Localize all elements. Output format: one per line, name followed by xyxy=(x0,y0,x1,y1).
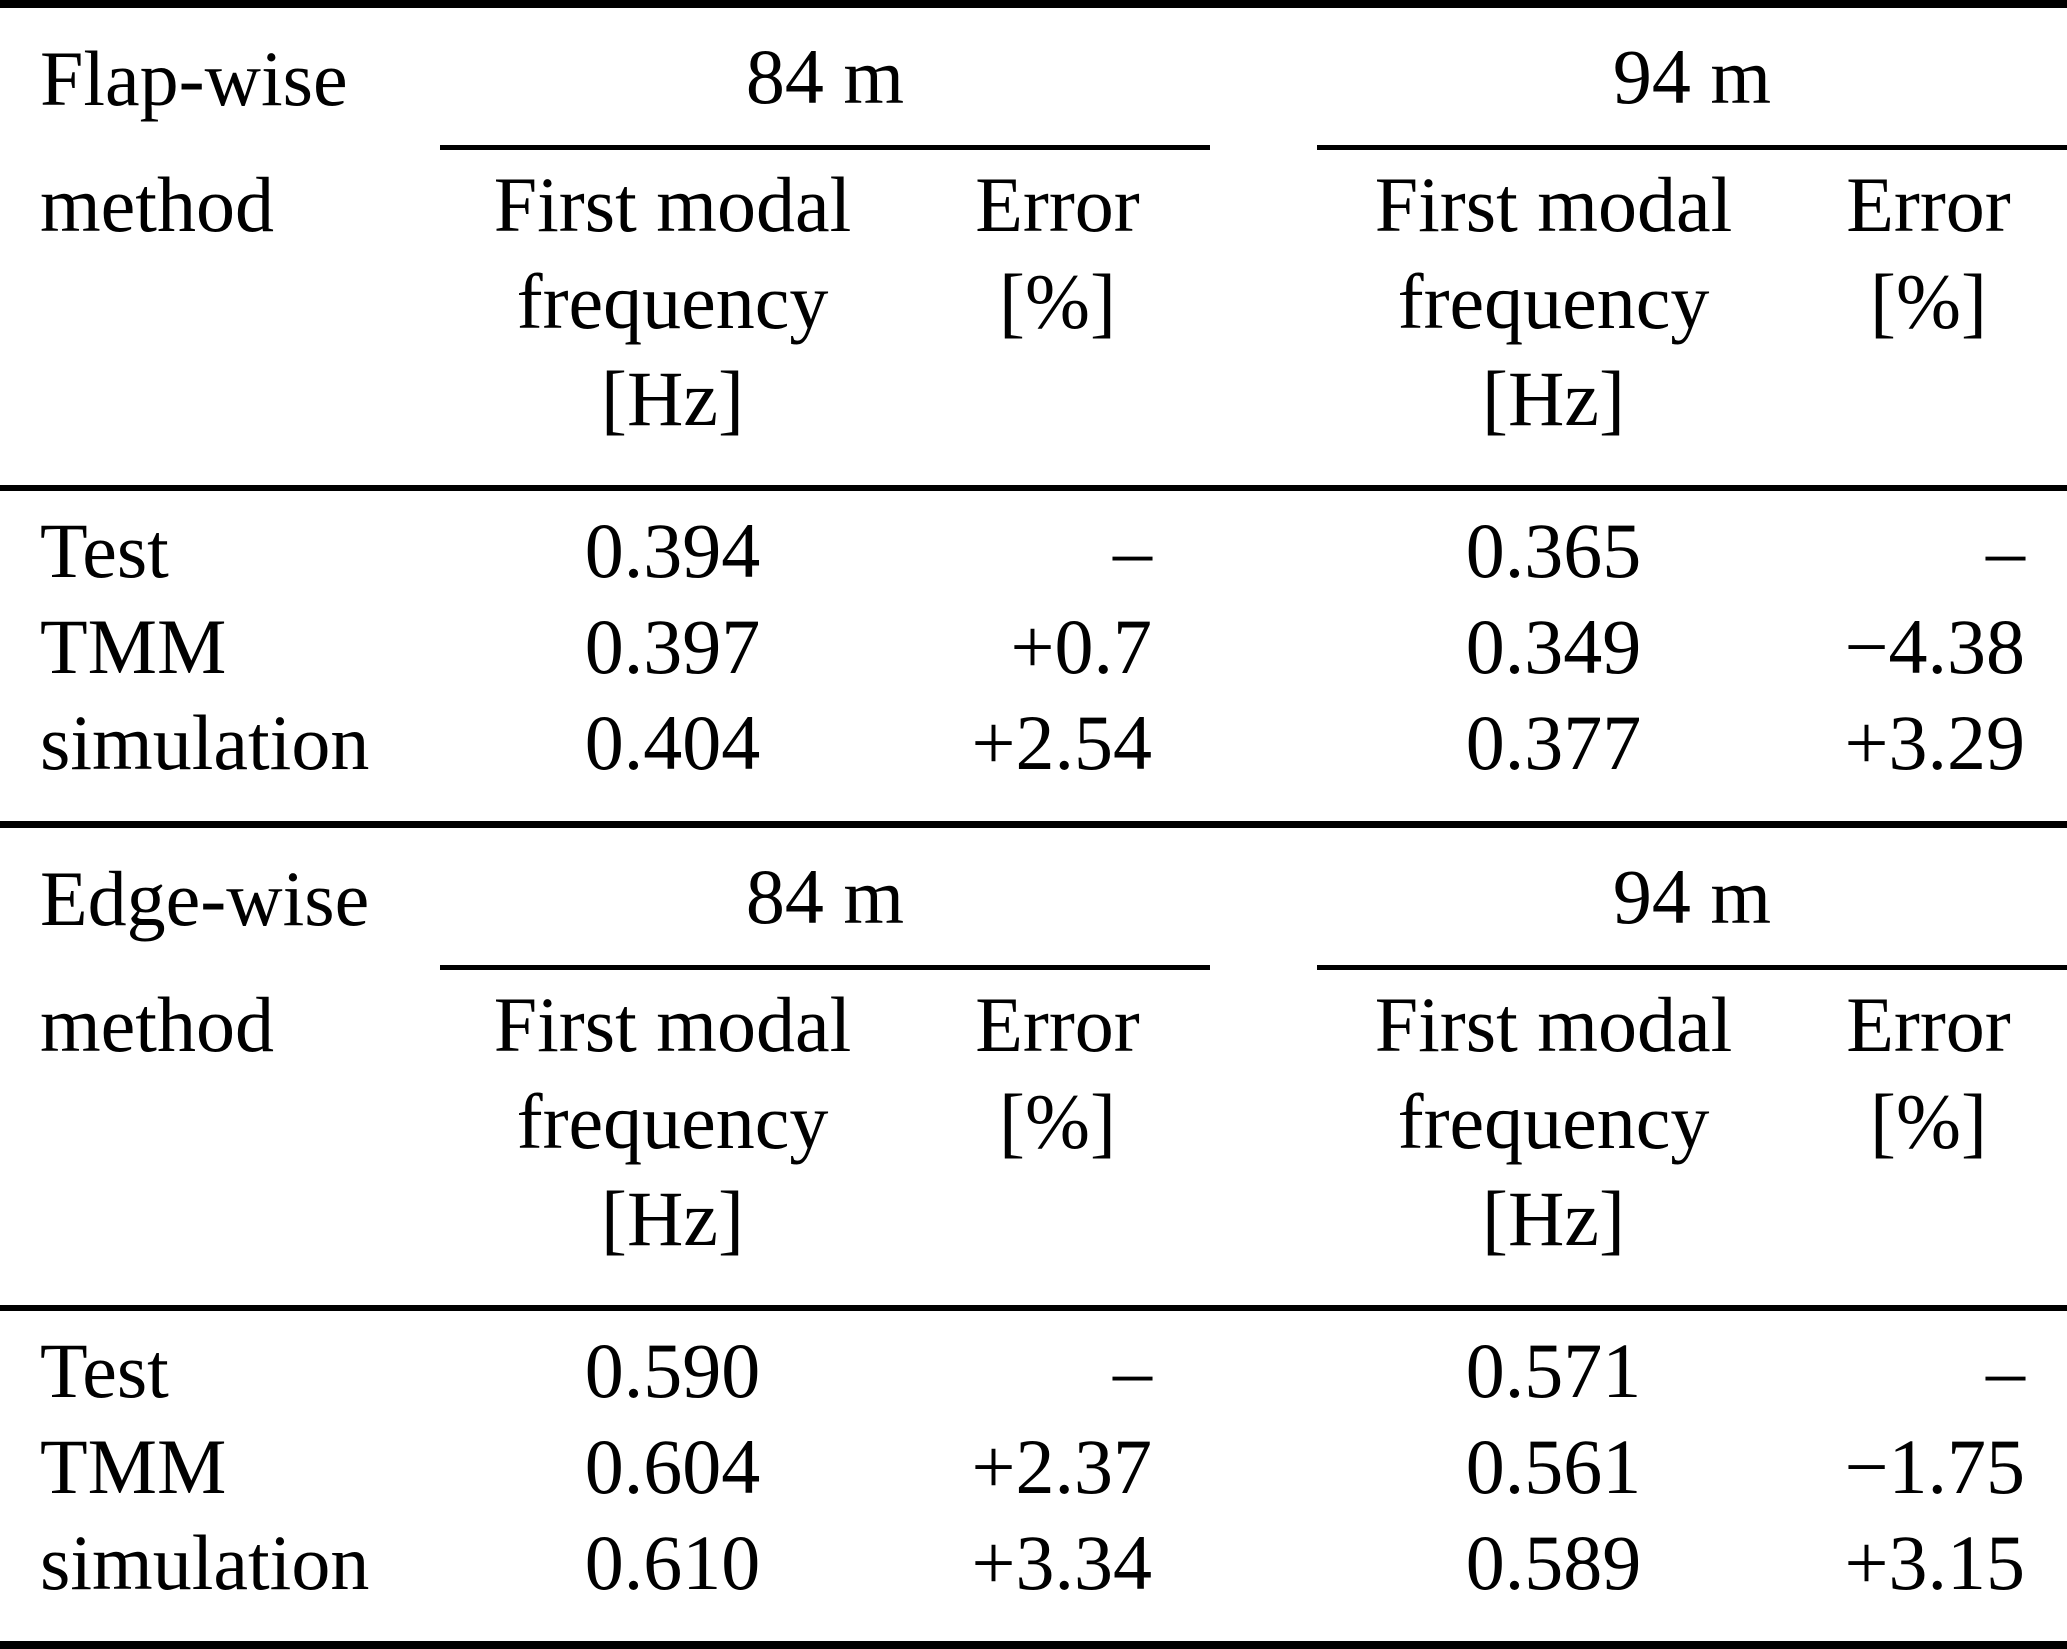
section-flap-wise: Flap-wise 84 m 94 m method First modal f… xyxy=(0,8,2067,821)
error-header-line: [%] xyxy=(1870,258,1987,345)
method-cell: Test xyxy=(40,1327,169,1414)
freq-header-line: frequency xyxy=(516,1078,829,1165)
freq-header-line: [Hz] xyxy=(1482,355,1625,442)
freq-header-line: First modal xyxy=(1374,161,1733,248)
freq-header-line: First modal xyxy=(493,981,852,1068)
group-header-84m-label: 84 m xyxy=(745,32,905,120)
flap-wise-column-header-row: method First modal frequency [Hz] Error … xyxy=(0,150,2067,491)
table-row: simulation 0.610 +3.34 0.589 +3.15 xyxy=(0,1515,2067,1611)
section-divider-rule xyxy=(0,821,2067,828)
edge-wise-data-rows: Test 0.590 – 0.571 – TMM 0.604 +2.37 0.5… xyxy=(0,1311,2067,1641)
group-gap xyxy=(1210,828,1317,970)
freq-84m-cell: 0.604 xyxy=(584,1423,761,1510)
group-gap xyxy=(1210,1419,1317,1515)
group-gap xyxy=(1210,1323,1317,1419)
group-header-94m: 94 m xyxy=(1317,8,2067,150)
error-header-line: Error xyxy=(975,161,1140,248)
error-84m-cell: +0.7 xyxy=(1010,603,1153,690)
column-header-freq-94m: First modal frequency [Hz] xyxy=(1317,156,1790,485)
column-header-freq-84m: First modal frequency [Hz] xyxy=(440,976,905,1305)
freq-header-line: [Hz] xyxy=(1482,1175,1625,1262)
group-gap xyxy=(1210,599,1317,695)
method-cell: TMM xyxy=(40,1423,227,1510)
method-cell: TMM xyxy=(40,603,227,690)
method-cell: simulation xyxy=(40,1519,370,1606)
method-cell: Test xyxy=(40,507,169,594)
freq-94m-cell: 0.377 xyxy=(1465,699,1642,786)
freq-header-line: First modal xyxy=(493,161,852,248)
freq-94m-cell: 0.589 xyxy=(1465,1519,1642,1606)
freq-header-line: frequency xyxy=(516,258,829,345)
group-gap xyxy=(1210,976,1317,1305)
column-header-error-84m: Error [%] xyxy=(905,156,1210,485)
freq-header-line: frequency xyxy=(1397,258,1710,345)
freq-header-line: [Hz] xyxy=(601,355,744,442)
group-header-94m-label: 94 m xyxy=(1612,32,1772,120)
error-header-line: [%] xyxy=(999,1078,1116,1165)
freq-84m-cell: 0.610 xyxy=(584,1519,761,1606)
table-row: TMM 0.397 +0.7 0.349 −4.38 xyxy=(0,599,2067,695)
group-header-94m: 94 m xyxy=(1317,828,2067,970)
flap-wise-data-rows: Test 0.394 – 0.365 – TMM 0.397 +0.7 0.34… xyxy=(0,491,2067,821)
freq-94m-cell: 0.365 xyxy=(1465,507,1642,594)
column-header-method: method xyxy=(40,981,274,1068)
method-cell: simulation xyxy=(40,699,370,786)
edge-wise-column-header-row: method First modal frequency [Hz] Error … xyxy=(0,970,2067,1311)
section-title-flap-wise: Flap-wise xyxy=(40,35,348,122)
freq-94m-cell: 0.561 xyxy=(1465,1423,1642,1510)
column-header-method: method xyxy=(40,161,274,248)
table-row: Test 0.590 – 0.571 – xyxy=(0,1323,2067,1419)
error-84m-cell: +2.37 xyxy=(971,1423,1153,1510)
error-94m-cell: – xyxy=(1986,1327,2025,1414)
freq-header-line: frequency xyxy=(1397,1078,1710,1165)
error-94m-cell: +3.15 xyxy=(1844,1519,2026,1606)
error-84m-cell: +2.54 xyxy=(971,699,1153,786)
column-header-error-84m: Error [%] xyxy=(905,976,1210,1305)
column-header-error-94m: Error [%] xyxy=(1790,156,2067,485)
error-header-line: [%] xyxy=(999,258,1116,345)
group-header-84m: 84 m xyxy=(440,8,1210,150)
freq-94m-cell: 0.349 xyxy=(1465,603,1642,690)
group-gap xyxy=(1210,1515,1317,1611)
group-gap xyxy=(1210,503,1317,599)
table-row: TMM 0.604 +2.37 0.561 −1.75 xyxy=(0,1419,2067,1515)
group-gap xyxy=(1210,8,1317,150)
error-94m-cell: +3.29 xyxy=(1844,699,2026,786)
error-94m-cell: −1.75 xyxy=(1844,1423,2026,1510)
error-94m-cell: – xyxy=(1986,507,2025,594)
error-header-line: Error xyxy=(1846,981,2011,1068)
group-gap xyxy=(1210,156,1317,485)
flap-wise-spanner-row: Flap-wise 84 m 94 m xyxy=(0,8,2067,150)
table-row: simulation 0.404 +2.54 0.377 +3.29 xyxy=(0,695,2067,791)
group-header-84m: 84 m xyxy=(440,828,1210,970)
freq-84m-cell: 0.394 xyxy=(584,507,761,594)
freq-84m-cell: 0.590 xyxy=(584,1327,761,1414)
freq-84m-cell: 0.404 xyxy=(584,699,761,786)
error-84m-cell: +3.34 xyxy=(971,1519,1153,1606)
group-header-84m-label: 84 m xyxy=(745,852,905,940)
group-header-94m-label: 94 m xyxy=(1612,852,1772,940)
edge-wise-spanner-row: Edge-wise 84 m 94 m xyxy=(0,828,2067,970)
error-header-line: [%] xyxy=(1870,1078,1987,1165)
error-84m-cell: – xyxy=(1113,1327,1152,1414)
freq-84m-cell: 0.397 xyxy=(584,603,761,690)
error-84m-cell: – xyxy=(1113,507,1152,594)
column-header-freq-94m: First modal frequency [Hz] xyxy=(1317,976,1790,1305)
column-header-freq-84m: First modal frequency [Hz] xyxy=(440,156,905,485)
group-gap xyxy=(1210,695,1317,791)
freq-header-line: [Hz] xyxy=(601,1175,744,1262)
column-header-error-94m: Error [%] xyxy=(1790,976,2067,1305)
section-title-edge-wise: Edge-wise xyxy=(40,855,370,942)
error-header-line: Error xyxy=(975,981,1140,1068)
section-edge-wise: Edge-wise 84 m 94 m method First modal f… xyxy=(0,828,2067,1641)
table-row: Test 0.394 – 0.365 – xyxy=(0,503,2067,599)
freq-94m-cell: 0.571 xyxy=(1465,1327,1642,1414)
error-94m-cell: −4.38 xyxy=(1844,603,2026,690)
error-header-line: Error xyxy=(1846,161,2011,248)
freq-header-line: First modal xyxy=(1374,981,1733,1068)
